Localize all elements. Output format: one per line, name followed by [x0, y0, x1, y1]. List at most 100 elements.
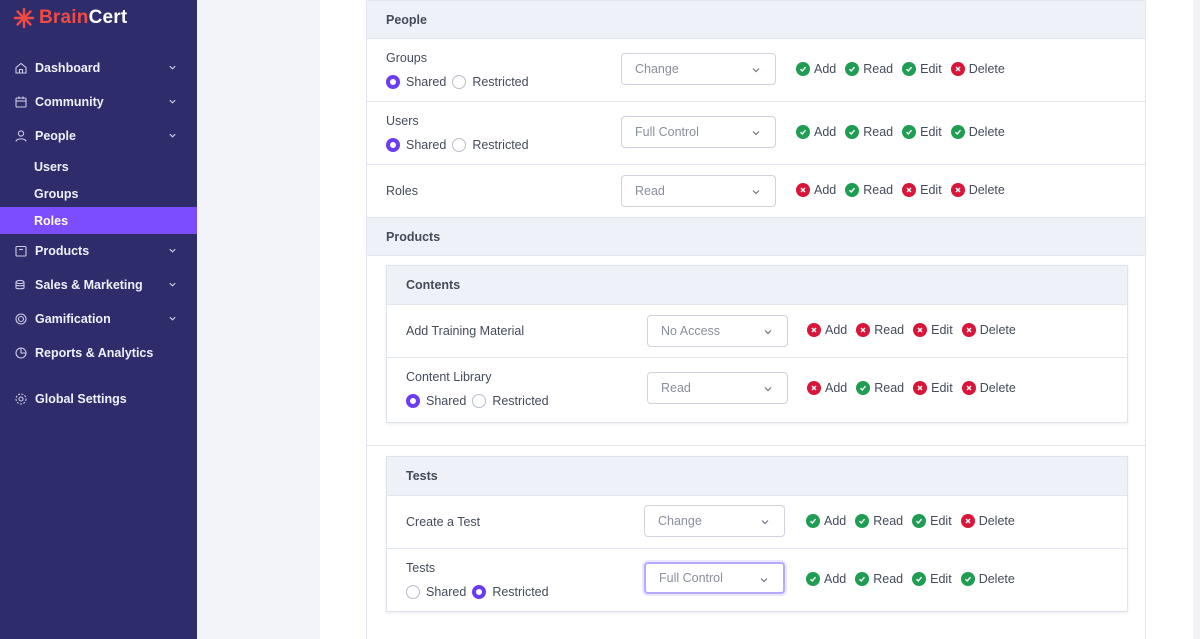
add-permission: Add — [806, 514, 846, 528]
read-permission: Read — [855, 572, 903, 586]
add-permission: Add — [796, 125, 836, 139]
sidebar-item-label: Global Settings — [35, 392, 127, 406]
coins-icon — [15, 279, 25, 290]
access-level-select[interactable]: Full Control — [644, 562, 785, 594]
sidebar-item-community[interactable]: Community — [0, 85, 197, 119]
check-icon — [855, 572, 870, 586]
scope-radio-group: Shared Restricted — [386, 138, 535, 152]
products-section-header: Products — [367, 217, 1145, 255]
select-value: Change — [635, 62, 679, 76]
permission-row-tests: Tests Shared Restricted Full Control Add… — [387, 548, 1127, 611]
edit-permission: Edit — [902, 125, 942, 139]
check-icon — [806, 572, 820, 586]
roles-permissions-card: People Groups Shared Restricted Change A… — [320, 0, 1193, 639]
check-icon — [950, 125, 965, 139]
scope-radio-group: Shared Restricted — [406, 585, 555, 599]
access-level-select[interactable]: Change — [644, 505, 785, 537]
check-icon — [856, 381, 871, 395]
sidebar-item-label: Community — [35, 95, 104, 109]
shared-radio[interactable] — [406, 585, 420, 599]
brand-logo[interactable]: Brain Cert — [13, 7, 127, 29]
access-level-select[interactable]: Full Control — [621, 116, 776, 148]
check-icon — [912, 572, 927, 586]
chevron-down-icon — [752, 68, 760, 73]
edit-permission: Edit — [913, 381, 953, 395]
x-icon — [807, 381, 821, 395]
add-permission: Add — [807, 323, 847, 337]
sidebar-item-sales-marketing[interactable]: Sales & Marketing — [0, 268, 197, 302]
sidebar-item-global-settings[interactable]: Global Settings — [0, 382, 197, 416]
sidebar-item-dashboard[interactable]: Dashboard — [0, 51, 197, 85]
access-level-select[interactable]: Read — [647, 372, 788, 404]
add-permission: Add — [796, 183, 836, 197]
sidebar-item-users[interactable]: Users — [34, 159, 69, 174]
check-icon — [902, 125, 917, 139]
shared-radio[interactable] — [386, 75, 400, 89]
shared-radio-label: Shared — [406, 138, 447, 152]
permission-badges: Add Read Edit Delete — [796, 125, 1014, 139]
brand-name-part1: Brain — [39, 7, 89, 28]
read-permission: Read — [845, 183, 893, 197]
chevron-down-icon — [761, 520, 769, 525]
read-permission: Read — [845, 62, 893, 76]
permission-badges: Add Read Edit Delete — [806, 572, 1024, 586]
delete-permission: Delete — [960, 514, 1015, 528]
permission-row-users: Users Shared Restricted Full Control Add… — [367, 101, 1145, 164]
add-permission: Add — [796, 62, 836, 76]
sidebar-item-roles[interactable]: Roles — [0, 207, 197, 234]
restricted-radio[interactable] — [472, 585, 487, 599]
scope-radio-group: Shared Restricted — [386, 75, 535, 89]
edit-permission: Edit — [913, 323, 953, 337]
restricted-radio-label: Restricted — [492, 394, 549, 408]
access-level-select[interactable]: Change — [621, 53, 776, 85]
select-value: Read — [635, 184, 665, 198]
restricted-radio-label: Restricted — [492, 585, 549, 599]
restricted-radio[interactable] — [452, 138, 467, 152]
edit-permission: Edit — [902, 183, 942, 197]
brand-name-part2: Cert — [88, 7, 128, 28]
x-icon — [950, 183, 965, 197]
sidebar-item-people[interactable]: People — [0, 119, 197, 153]
access-level-select[interactable]: Read — [621, 175, 776, 207]
x-icon — [856, 323, 871, 337]
shared-radio[interactable] — [386, 138, 400, 152]
target-icon — [15, 313, 27, 325]
edit-permission: Edit — [902, 62, 942, 76]
sidebar-item-label: Dashboard — [35, 61, 101, 75]
sidebar-item-groups[interactable]: Groups — [34, 186, 79, 201]
sidebar-item-gamification[interactable]: Gamification — [0, 302, 197, 336]
sidebar-item-label: Gamification — [35, 312, 111, 326]
x-icon — [902, 183, 917, 197]
shared-radio[interactable] — [406, 394, 420, 408]
brain-logo-icon — [13, 7, 35, 29]
delete-permission: Delete — [960, 572, 1015, 586]
delete-permission: Delete — [950, 125, 1005, 139]
access-level-select[interactable]: No Access — [647, 315, 788, 347]
chevron-down-icon — [169, 316, 176, 321]
chevron-down-icon — [169, 99, 176, 104]
permission-row-add-training-material: Add Training Material No Access Add Read… — [387, 304, 1127, 357]
select-value: Full Control — [659, 571, 723, 585]
delete-permission: Delete — [961, 323, 1016, 337]
check-icon — [855, 514, 870, 528]
box-icon — [15, 245, 27, 257]
tests-group: Tests Create a Test Change Add Read Edit… — [386, 456, 1128, 612]
permission-badges: Add Read Edit Delete — [796, 62, 1014, 76]
select-value: Change — [658, 514, 702, 528]
restricted-radio[interactable] — [452, 75, 467, 89]
check-icon — [845, 62, 860, 76]
x-icon — [913, 323, 928, 337]
sidebar-item-reports-analytics[interactable]: Reports & Analytics — [0, 336, 197, 370]
restricted-radio[interactable] — [472, 394, 487, 408]
restricted-radio-label: Restricted — [472, 75, 529, 89]
add-permission: Add — [806, 572, 846, 586]
x-icon — [961, 323, 976, 337]
chevron-down-icon — [752, 190, 760, 195]
check-icon — [806, 514, 820, 528]
read-permission: Read — [856, 323, 904, 337]
sidebar-item-products[interactable]: Products — [0, 234, 197, 268]
add-permission: Add — [807, 381, 847, 395]
permission-badges: Add Read Edit Delete — [806, 514, 1024, 528]
permission-badges: Add Read Edit Delete — [796, 183, 1014, 197]
pie-chart-icon — [15, 347, 27, 359]
